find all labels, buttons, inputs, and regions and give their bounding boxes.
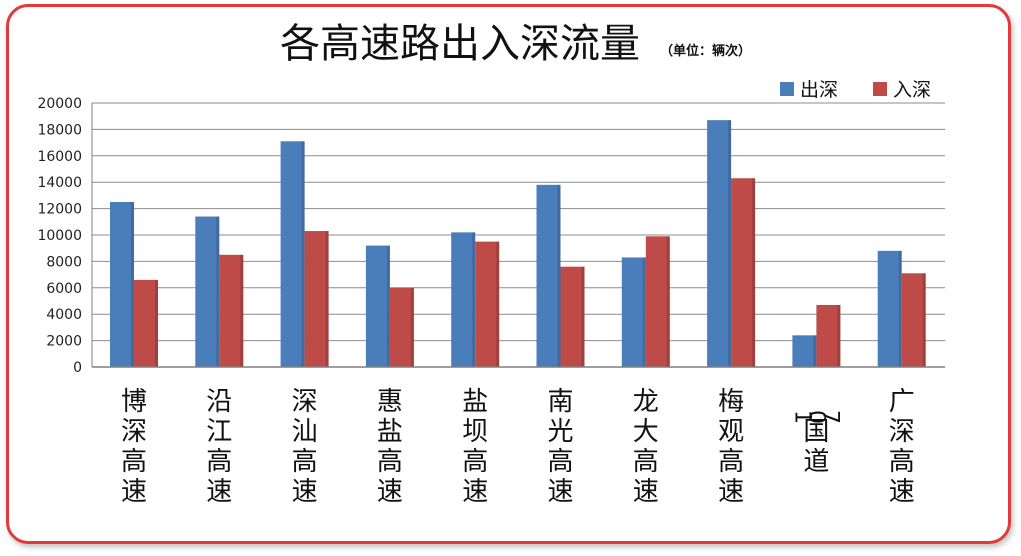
legend-label: 出深 — [800, 79, 838, 101]
bar-in — [645, 236, 670, 367]
bar-shade — [557, 184, 561, 367]
x-tick-label: 梅观高速 — [718, 387, 744, 507]
bar-shade — [410, 287, 414, 367]
x-tick-label: 惠盐高速 — [377, 387, 403, 507]
bar-out — [110, 202, 134, 367]
x-tick-label: 深汕高速 — [292, 387, 318, 507]
x-tick-label: 博深高速 — [121, 387, 147, 507]
bar-in — [901, 273, 926, 367]
bar-out — [536, 184, 561, 367]
bar-shade — [728, 120, 732, 367]
x-axis: 博深高速 沿江高速 深汕高速 惠盐高速 盐坝高速 南光高速 龙大高速 梅观高速 107国道 广深高… — [92, 366, 945, 507]
bar-out — [195, 216, 220, 367]
bar-shade — [131, 202, 134, 367]
bar-in — [134, 279, 158, 367]
y-tick-label: 8000 — [46, 254, 82, 270]
bar-shade — [922, 273, 926, 367]
bar-in — [816, 304, 841, 367]
chart-title: 各高速路出入深流量 — [280, 21, 640, 67]
y-tick-label: 20000 — [37, 96, 82, 112]
bar-out — [877, 250, 902, 367]
legend-label: 入深 — [893, 79, 931, 101]
y-tick-label: 18000 — [37, 122, 82, 138]
bar-in — [304, 231, 329, 367]
bar-shade — [240, 254, 244, 367]
bar-shade — [496, 241, 500, 367]
bar-out — [451, 232, 476, 367]
y-tick-label: 4000 — [46, 307, 82, 323]
legend: 出深 入深 — [780, 79, 931, 101]
y-tick-label: 0 — [73, 360, 82, 376]
bar-shade — [752, 178, 756, 367]
bar-shade — [898, 250, 902, 367]
x-tick-label: 广深高速 — [889, 387, 915, 507]
bar-out — [792, 335, 817, 367]
bar-shade — [325, 231, 329, 367]
chart-frame — [6, 4, 1011, 544]
chart-unit: （单位：辆次） — [660, 43, 751, 59]
x-tick-label: 107国道 — [789, 410, 842, 477]
bar-out — [365, 245, 390, 367]
legend-swatch — [873, 82, 887, 96]
y-axis: 0 2000 4000 6000 8000 10000 12000 14000 16000 180… — [37, 96, 93, 376]
bars — [110, 120, 926, 367]
bar-shade — [386, 245, 390, 367]
bar-shade — [216, 216, 220, 367]
bar-shade — [813, 335, 817, 367]
bar-in — [389, 287, 414, 367]
bar-shade — [155, 279, 158, 367]
bar-shade — [666, 236, 670, 367]
bar-shade — [301, 141, 305, 367]
y-tick-label: 16000 — [37, 149, 82, 165]
bar-in — [475, 241, 500, 367]
y-tick-label: 12000 — [37, 202, 82, 218]
y-tick-label: 2000 — [46, 334, 82, 350]
x-tick-label: 盐坝高速 — [462, 387, 488, 507]
bar-out — [621, 257, 646, 367]
bar-out — [280, 141, 305, 367]
bar-in — [731, 178, 756, 367]
y-tick-label: 10000 — [37, 228, 82, 244]
bar-out — [707, 120, 732, 367]
y-tick-label: 6000 — [46, 281, 82, 297]
bar-shade — [837, 304, 841, 367]
bar-shade — [581, 266, 585, 367]
bar-shade — [642, 257, 646, 367]
x-tick-label: 龙大高速 — [633, 387, 659, 507]
x-tick-label: 南光高速 — [547, 387, 573, 507]
x-tick-label: 沿江高速 — [206, 387, 232, 507]
bar-in — [219, 254, 244, 367]
y-tick-label: 14000 — [37, 175, 82, 191]
bar-shade — [472, 232, 476, 367]
legend-swatch — [780, 82, 794, 96]
bar-in — [560, 266, 585, 367]
